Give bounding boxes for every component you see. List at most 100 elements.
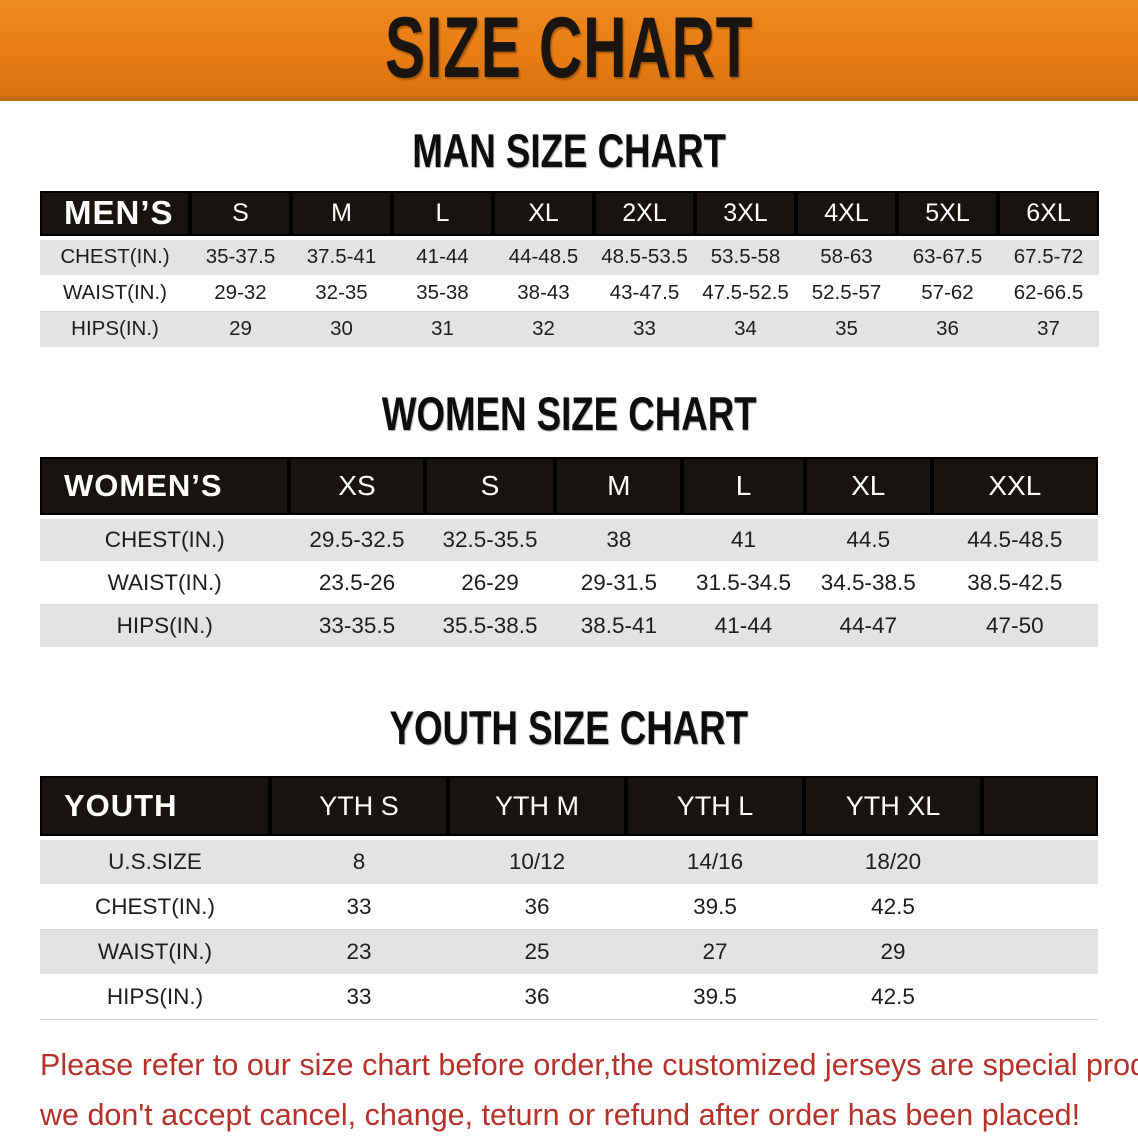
women-waist-row: WAIST(IN.) 23.5-26 26-29 29-31.5 31.5-34… bbox=[40, 562, 1098, 606]
youth-size-header: YTH L bbox=[626, 776, 804, 841]
size-value: 44-47 bbox=[804, 605, 932, 649]
row-label: U.S.SIZE bbox=[40, 840, 270, 886]
size-value: 58-63 bbox=[796, 239, 897, 276]
size-value: 8 bbox=[270, 840, 448, 886]
youth-size-table: YOUTH YTH S YTH M YTH L YTH XL U.S.SIZE … bbox=[40, 776, 1098, 1021]
men-hips-row: HIPS(IN.) 29 30 31 32 33 34 35 36 37 bbox=[40, 311, 1099, 348]
men-section-title-text: MAN SIZE CHART bbox=[412, 124, 726, 177]
size-value: 47.5-52.5 bbox=[695, 276, 796, 312]
youth-hips-row: HIPS(IN.) 33 36 39.5 42.5 bbox=[40, 975, 1098, 1021]
men-size-header: 6XL bbox=[998, 190, 1099, 240]
size-value: 23.5-26 bbox=[289, 562, 425, 606]
youth-size-header: YTH M bbox=[448, 776, 626, 841]
size-value: 30 bbox=[291, 311, 392, 348]
spacer-cell bbox=[982, 975, 1098, 1021]
women-size-header: S bbox=[424, 457, 556, 520]
size-value: 36 bbox=[448, 885, 626, 931]
size-value: 44-48.5 bbox=[493, 239, 594, 276]
row-label: WAIST(IN.) bbox=[40, 562, 290, 606]
women-group-label: WOMEN’S bbox=[40, 457, 290, 520]
size-value: 33 bbox=[594, 311, 695, 348]
men-chest-row: CHEST(IN.) 35-37.5 37.5-41 41-44 44-48.5… bbox=[40, 239, 1099, 276]
size-value: 32.5-35.5 bbox=[424, 519, 556, 563]
note-line-2: we don't accept cancel, change, teturn o… bbox=[40, 1098, 1081, 1133]
women-size-table: WOMEN’S XS S M L XL XXL CHEST(IN.) 29.5-… bbox=[40, 457, 1098, 649]
men-header-row: MEN’S S M L XL 2XL 3XL 4XL 5XL 6XL bbox=[40, 190, 1099, 240]
size-value: 29-32 bbox=[190, 276, 291, 312]
women-section-title: WOMEN SIZE CHART bbox=[0, 386, 1138, 440]
size-value: 44.5-48.5 bbox=[931, 519, 1098, 563]
row-label: CHEST(IN.) bbox=[40, 239, 190, 276]
men-size-header: XL bbox=[493, 190, 594, 240]
size-value: 35-37.5 bbox=[190, 239, 291, 276]
youth-size-header: YTH S bbox=[270, 776, 448, 841]
size-value: 38-43 bbox=[493, 276, 594, 312]
men-size-header: L bbox=[392, 190, 493, 240]
size-value: 29 bbox=[190, 311, 291, 348]
youth-section-title: YOUTH SIZE CHART bbox=[0, 702, 1138, 754]
size-value: 38 bbox=[555, 519, 683, 563]
spacer-cell bbox=[982, 840, 1098, 886]
youth-chest-row: CHEST(IN.) 33 36 39.5 42.5 bbox=[40, 885, 1098, 931]
women-chest-row: CHEST(IN.) 29.5-32.5 32.5-35.5 38 41 44.… bbox=[40, 519, 1098, 563]
size-value: 57-62 bbox=[897, 276, 998, 312]
size-value: 31 bbox=[392, 311, 493, 348]
footer-note: Please refer to our size chart before or… bbox=[40, 1040, 1138, 1140]
size-value: 34 bbox=[695, 311, 796, 348]
size-value: 38.5-42.5 bbox=[931, 562, 1098, 606]
note-line-1: Please refer to our size chart before or… bbox=[40, 1048, 1138, 1083]
spacer-cell bbox=[982, 776, 1098, 841]
women-section-title-text: WOMEN SIZE CHART bbox=[381, 386, 757, 440]
women-size-header: XS bbox=[289, 457, 425, 520]
men-size-header: 5XL bbox=[897, 190, 998, 240]
size-value: 10/12 bbox=[448, 840, 626, 886]
youth-size-header: YTH XL bbox=[804, 776, 982, 841]
size-value: 26-29 bbox=[424, 562, 556, 606]
size-value: 41 bbox=[682, 519, 805, 563]
size-value: 33 bbox=[270, 885, 448, 931]
size-value: 35 bbox=[796, 311, 897, 348]
spacer-cell bbox=[982, 930, 1098, 976]
size-value: 18/20 bbox=[804, 840, 982, 886]
size-value: 34.5-38.5 bbox=[804, 562, 932, 606]
size-value: 33 bbox=[270, 975, 448, 1021]
youth-header-row: YOUTH YTH S YTH M YTH L YTH XL bbox=[40, 776, 1098, 841]
size-value: 37 bbox=[998, 311, 1099, 348]
women-hips-row: HIPS(IN.) 33-35.5 35.5-38.5 38.5-41 41-4… bbox=[40, 605, 1098, 649]
size-value: 67.5-72 bbox=[998, 239, 1099, 276]
row-label: WAIST(IN.) bbox=[40, 930, 270, 976]
size-value: 23 bbox=[270, 930, 448, 976]
spacer-cell bbox=[982, 885, 1098, 931]
size-value: 36 bbox=[448, 975, 626, 1021]
women-header-row: WOMEN’S XS S M L XL XXL bbox=[40, 457, 1098, 520]
size-value: 52.5-57 bbox=[796, 276, 897, 312]
youth-section-title-text: YOUTH SIZE CHART bbox=[389, 701, 749, 755]
size-value: 25 bbox=[448, 930, 626, 976]
size-value: 37.5-41 bbox=[291, 239, 392, 276]
men-size-header: 2XL bbox=[594, 190, 695, 240]
men-group-label: MEN’S bbox=[40, 190, 190, 240]
banner: SIZE CHART bbox=[0, 0, 1138, 101]
size-value: 31.5-34.5 bbox=[682, 562, 805, 606]
men-size-header: 4XL bbox=[796, 190, 897, 240]
women-size-header: XXL bbox=[931, 457, 1098, 520]
size-value: 39.5 bbox=[626, 885, 804, 931]
size-value: 42.5 bbox=[804, 885, 982, 931]
banner-title: SIZE CHART bbox=[384, 0, 754, 96]
size-value: 47-50 bbox=[931, 605, 1098, 649]
size-value: 41-44 bbox=[392, 239, 493, 276]
size-value: 44.5 bbox=[804, 519, 932, 563]
women-size-header: M bbox=[555, 457, 683, 520]
size-value: 29.5-32.5 bbox=[289, 519, 425, 563]
row-label: CHEST(IN.) bbox=[40, 519, 290, 563]
row-label: HIPS(IN.) bbox=[40, 605, 290, 649]
men-size-header: S bbox=[190, 190, 291, 240]
size-value: 35-38 bbox=[392, 276, 493, 312]
men-size-header: M bbox=[291, 190, 392, 240]
size-value: 38.5-41 bbox=[555, 605, 683, 649]
size-value: 42.5 bbox=[804, 975, 982, 1021]
size-value: 32-35 bbox=[291, 276, 392, 312]
youth-ussize-row: U.S.SIZE 8 10/12 14/16 18/20 bbox=[40, 840, 1098, 886]
size-value: 41-44 bbox=[682, 605, 805, 649]
